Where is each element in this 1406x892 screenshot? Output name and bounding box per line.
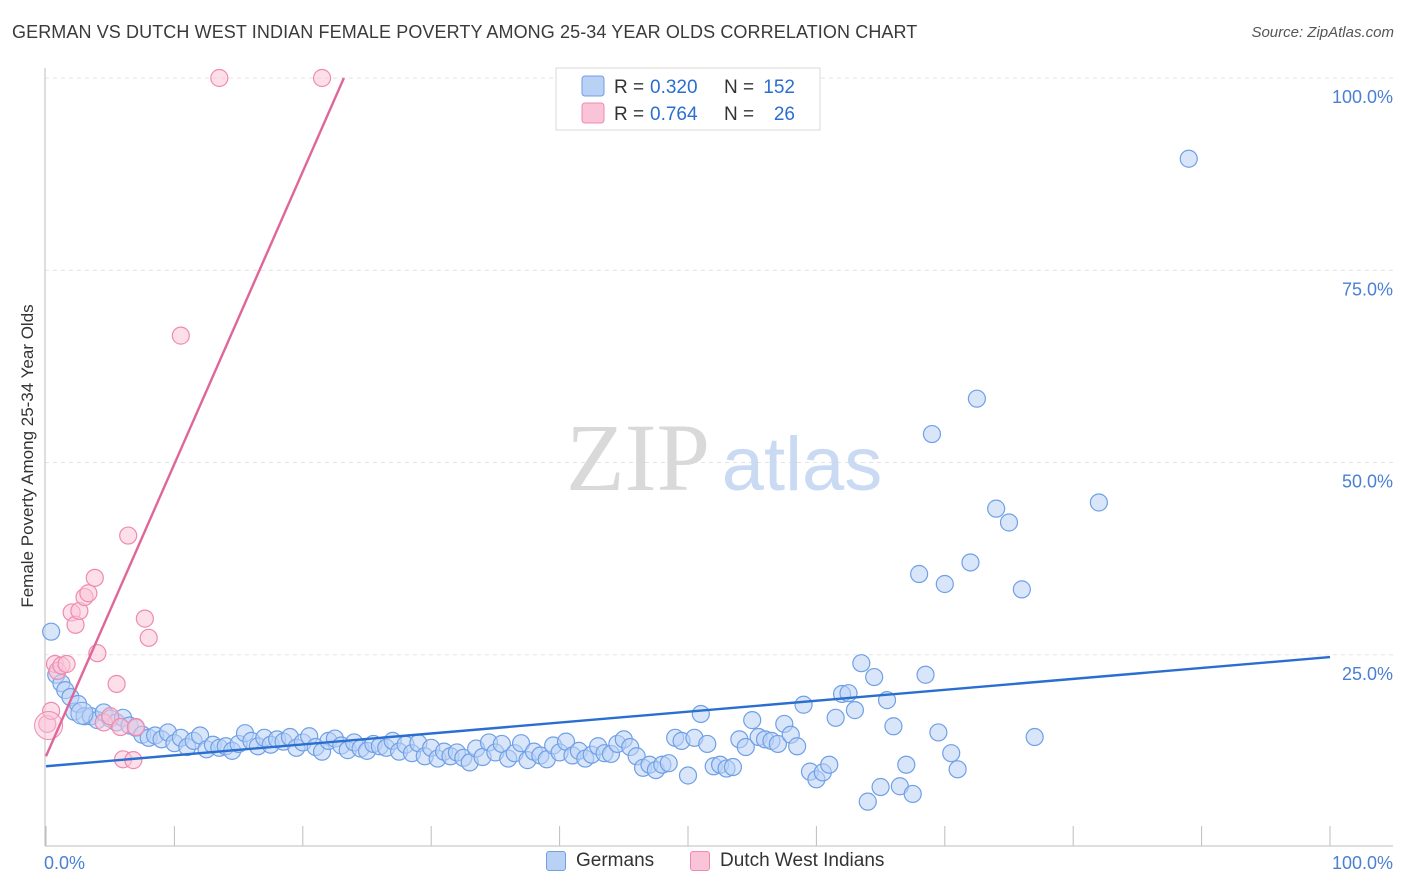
legend-r-value-dutch: 0.764 [650,104,698,125]
legend-n-value-germans: 152 [763,77,795,98]
legend-n-value-dutch: 26 [774,104,795,125]
dutch-point [79,584,98,603]
german-point [723,757,743,777]
german-point [794,695,813,714]
german-point [659,754,678,773]
legend-r-value-germans: 0.320 [650,77,698,98]
german-point [826,708,845,727]
german-point [967,389,987,408]
german-point [42,622,61,641]
german-point [70,701,94,725]
german-point [820,755,839,774]
german-point [1025,727,1044,747]
german-point [511,734,531,753]
german-point [910,564,929,584]
dutch-point [139,628,158,647]
gridlines: 25.0% 50.0% 75.0% 100.0% [45,77,1393,684]
german-point [942,744,961,763]
watermark: ZIP atlas [566,404,882,511]
dutch-point [42,701,61,720]
x-tick-label-left: 0.0% [44,853,85,873]
german-point [743,711,762,730]
german-point [858,792,877,811]
bottom-legend-item-germans: Germans [546,850,654,872]
german-point [845,701,865,720]
bottom-legend-swatch-dutch [690,851,710,871]
y-tick-label-25: 25.0% [1342,664,1393,684]
dutch-trend-line [44,77,345,757]
german-point [897,755,916,774]
german-point [871,777,890,797]
german-point [999,513,1019,532]
source-label: Source: ZipAtlas.com [1251,24,1394,41]
bottom-legend-label-dutch: Dutch West Indians [720,850,885,871]
german-point [1012,580,1031,599]
dutch-point [119,526,138,545]
german-point [935,574,954,594]
dutch-point [126,717,145,737]
bottom-legend-label-germans: Germans [576,850,655,871]
bottom-legend-item-dutch: Dutch West Indians [690,850,884,872]
german-point [691,704,710,724]
y-axis-label: Female Poverty Among 25-34 Year Olds [18,304,37,607]
chart-title: GERMAN VS DUTCH WEST INDIAN FEMALE POVER… [12,22,918,42]
legend-r-label-germans: R = [614,77,644,98]
german-trend-line [45,655,1331,768]
legend: R = 0.320 N = 152 R = 0.764 N = 26 [555,67,821,131]
trend-lines [44,77,1331,768]
dutch-point [135,609,154,628]
german-point [961,553,980,572]
german-point [948,760,967,779]
y-tick-label-100: 100.0% [1332,87,1393,107]
watermark-zip: ZIP [566,404,710,511]
german-point [884,717,903,736]
german-point [1179,149,1198,168]
german-point [852,654,871,673]
bottom-legend: Germans Dutch West Indians [0,850,1406,880]
german-point [865,667,884,687]
legend-n-label-dutch: N = [724,104,754,125]
german-point [768,734,787,754]
legend-r-label-dutch: R = [614,104,644,125]
legend-n-label-germans: N = [724,77,754,98]
y-tick-label-75: 75.0% [1342,279,1393,299]
dutch-point [57,654,76,674]
dutch-point [210,68,229,88]
watermark-atlas: atlas [722,422,883,507]
german-point [916,665,935,684]
german-point [922,424,942,444]
dutch-point [312,68,332,88]
dutch-point [85,568,104,587]
x-tick-label-right: 100.0% [1332,853,1393,873]
german-point [903,784,922,804]
dutch-point [111,717,130,737]
bottom-legend-swatch-germans [546,851,566,871]
german-point [987,499,1006,518]
german-point [698,734,717,754]
legend-swatch-germans [581,75,605,97]
german-point [678,766,698,785]
german-point [736,737,755,757]
german-point [788,737,807,756]
german-point [1089,493,1108,512]
legend-swatch-dutch [581,102,605,124]
dutch-point [107,674,126,694]
y-tick-label-50: 50.0% [1342,472,1393,492]
german-point [929,723,948,742]
dutch-point [171,326,190,345]
